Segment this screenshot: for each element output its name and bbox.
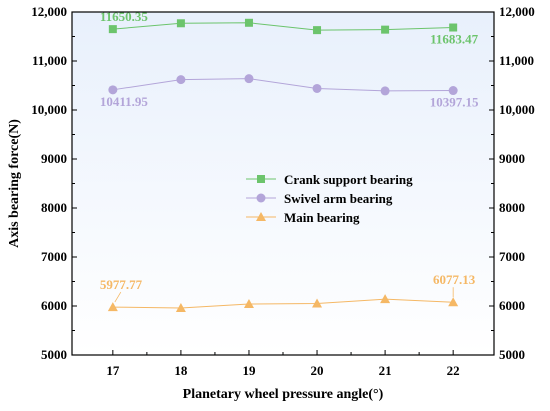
- square-marker: [176, 19, 185, 28]
- triangle-marker: [243, 299, 254, 309]
- circle-marker: [244, 74, 254, 84]
- legend-label: Swivel arm bearing: [284, 191, 393, 206]
- circle-marker: [312, 83, 322, 93]
- y-tick-label-left: 8000: [41, 200, 67, 215]
- square-marker: [244, 18, 253, 27]
- y-tick-label-right: 9000: [499, 151, 525, 166]
- data-label: 11650.35: [100, 9, 149, 24]
- y-tick-label-right: 12,000: [499, 4, 535, 19]
- y-tick-label-left: 11,000: [32, 53, 67, 68]
- square-marker: [381, 25, 390, 34]
- circle-marker: [176, 75, 186, 85]
- x-tick-label: 18: [174, 363, 188, 378]
- y-tick-label-left: 5000: [41, 347, 67, 362]
- y-tick-label-left: 9000: [41, 151, 67, 166]
- x-tick-label: 21: [379, 363, 392, 378]
- triangle-marker: [256, 212, 266, 221]
- data-label: 10411.95: [100, 94, 149, 109]
- series-1: 10411.95 10397.15: [100, 74, 479, 110]
- legend-label: Main bearing: [284, 210, 360, 225]
- data-label: 6077.13: [433, 272, 476, 287]
- x-axis-title: Planetary wheel pressure angle(°): [183, 387, 384, 402]
- axes-layer: 5000 5000 6000 6000 7000 7000 8000 8000 9000 9000…: [31, 4, 535, 378]
- series-0: 11650.35 11683.47: [100, 9, 479, 46]
- circle-marker: [448, 86, 458, 96]
- legend-label: Crank support bearing: [284, 172, 413, 187]
- series-line: [112, 22, 454, 31]
- data-label: 5977.77: [100, 277, 143, 292]
- x-tick-label: 20: [311, 363, 324, 378]
- circle-marker: [256, 193, 266, 203]
- x-tick-label: 17: [106, 363, 120, 378]
- y-tick-label-right: 8000: [499, 200, 525, 215]
- series-2: 5977.77 6077.13: [100, 272, 476, 312]
- triangle-marker: [312, 298, 323, 308]
- legend: Crank support bearing Swivel arm bearing M…: [246, 172, 413, 225]
- triangle-marker: [380, 294, 391, 304]
- y-tick-label-left: 12,000: [31, 4, 67, 19]
- series-layer: 11650.35 11683.47 10411.95 10397.15 5977.77 6…: [100, 9, 479, 312]
- data-label: 10397.15: [430, 95, 479, 110]
- square-marker: [313, 26, 322, 35]
- y-tick-label-left: 6000: [41, 298, 67, 313]
- y-tick-label-right: 11,000: [499, 53, 534, 68]
- circle-marker: [108, 85, 118, 95]
- data-label: 11683.47: [430, 32, 479, 47]
- y-tick-label-left: 10,000: [31, 102, 67, 117]
- y-tick-label-right: 6000: [499, 298, 525, 313]
- square-marker: [449, 23, 458, 32]
- series-line: [112, 78, 454, 92]
- triangle-marker: [175, 302, 186, 312]
- y-tick-label-left: 7000: [41, 249, 67, 264]
- y-tick-label-right: 7000: [499, 249, 525, 264]
- series-line: [112, 298, 454, 309]
- x-tick-label: 19: [242, 363, 256, 378]
- y-axis-title: Axis bearing force(N): [7, 119, 22, 248]
- y-tick-label-right: 10,000: [499, 102, 535, 117]
- x-tick-label: 22: [447, 363, 460, 378]
- square-marker: [257, 175, 265, 183]
- circle-marker: [380, 86, 390, 96]
- label-leader: [114, 291, 122, 303]
- plot-background: [72, 12, 494, 355]
- triangle-marker: [448, 297, 459, 307]
- y-tick-label-right: 5000: [499, 347, 525, 362]
- triangle-marker: [107, 302, 118, 312]
- square-marker: [108, 25, 117, 34]
